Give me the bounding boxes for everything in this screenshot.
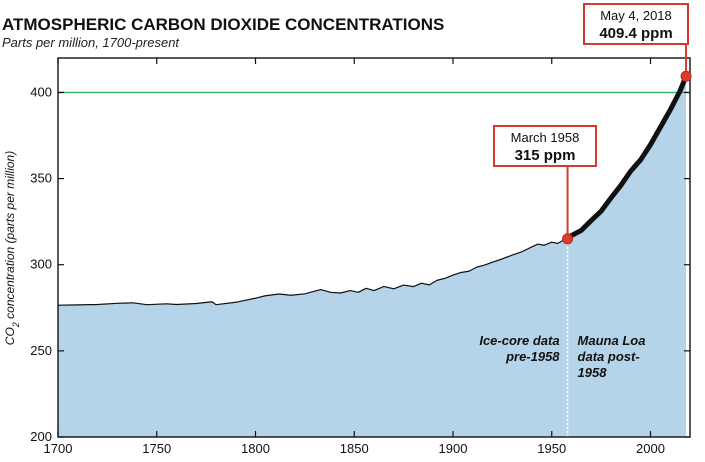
x-tick-label-1850: 1850 xyxy=(340,441,369,456)
callout-marker-1 xyxy=(680,70,692,82)
area-layer xyxy=(58,76,687,437)
x-tick-label-1750: 1750 xyxy=(142,441,171,456)
callout-1: May 4, 2018 409.4 ppm xyxy=(583,3,692,82)
y-tick-label-350: 350 xyxy=(30,171,52,186)
chart-title: ATMOSPHERIC CARBON DIOXIDE CONCENTRATION… xyxy=(2,15,444,34)
callout-box-1 xyxy=(583,3,689,45)
ice-core-label-line-0: Ice-core data xyxy=(479,333,559,348)
mauna-loa-series-line xyxy=(565,73,689,242)
co2-area-fill xyxy=(58,76,687,437)
title-group: ATMOSPHERIC CARBON DIOXIDE CONCENTRATION… xyxy=(2,15,444,50)
mauna-loa-label-line-1: data post- xyxy=(578,349,640,364)
callout-box-0 xyxy=(493,125,597,167)
y-tick-label-200: 200 xyxy=(30,429,52,444)
y-axis-label: CO2 concentration (parts per million) xyxy=(3,151,21,345)
ice-core-label-line-1: pre-1958 xyxy=(505,349,560,364)
mauna-loa-label-line-2: 1958 xyxy=(578,365,608,380)
x-tick-label-1950: 1950 xyxy=(537,441,566,456)
callouts-layer: March 1958 315 ppm May 4, 2018 409.4 ppm xyxy=(493,3,692,245)
plot-border xyxy=(57,57,691,438)
x-tick-label-2000: 2000 xyxy=(636,441,665,456)
y-axis-label-subscript: 2 xyxy=(11,322,21,328)
callout-date-0: March 1958 xyxy=(511,130,580,145)
y-tick-label-250: 250 xyxy=(30,343,52,358)
callout-date-1: May 4, 2018 xyxy=(600,8,672,23)
x-tick-label-1900: 1900 xyxy=(439,441,468,456)
chart-subtitle: Parts per million, 1700-present xyxy=(2,35,180,50)
y-tick-label-400: 400 xyxy=(30,84,52,99)
y-axis-label-rest: concentration (parts per million) xyxy=(3,151,17,322)
callout-marker-0 xyxy=(562,233,574,245)
x-tick-label-1800: 1800 xyxy=(241,441,270,456)
y-axis-label-group: CO2 concentration (parts per million) xyxy=(3,151,21,345)
callout-value-1: 409.4 ppm xyxy=(599,25,672,42)
x-tick-label-1700: 1700 xyxy=(44,441,73,456)
mauna-loa-label-line-0: Mauna Loa xyxy=(578,333,646,348)
y-axis-label-co: CO xyxy=(3,327,17,345)
ticks-layer: 200 250 300 350 400 1700 1750 1800 1850 1900 1950 2… xyxy=(30,58,690,456)
callout-0: March 1958 315 ppm xyxy=(493,125,597,245)
plot-frame xyxy=(57,57,691,438)
ice-core-series-line xyxy=(57,238,569,306)
callout-value-0: 315 ppm xyxy=(515,147,576,164)
series-line-layer xyxy=(57,73,689,306)
y-tick-label-300: 300 xyxy=(30,257,52,272)
